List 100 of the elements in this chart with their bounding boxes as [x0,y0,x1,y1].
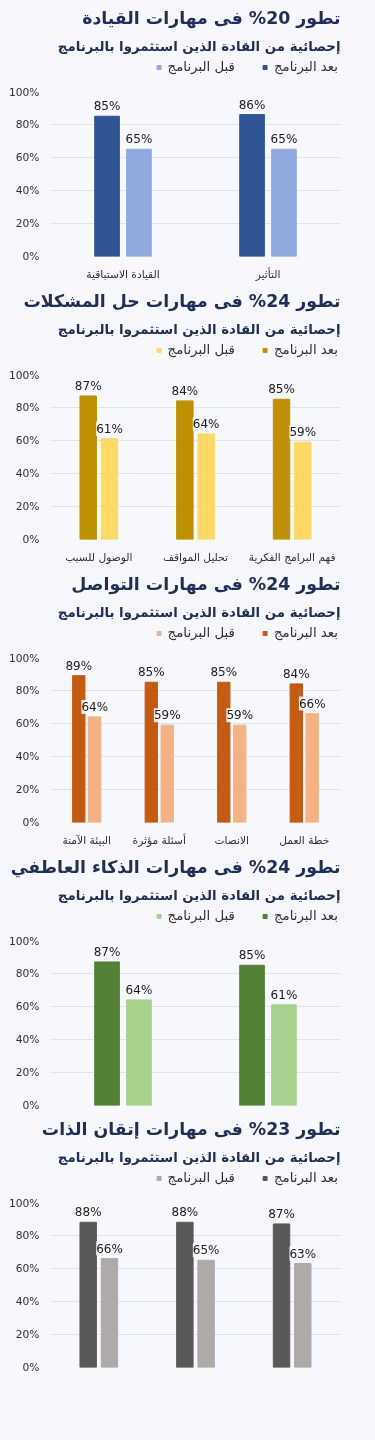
y-tick-label: 80% [15,401,40,414]
bar [79,395,97,540]
x-tick-label: الوصول للسبب [65,550,133,564]
data-label: 65% [270,132,298,147]
bar [305,713,319,823]
y-tick-label: 60% [15,151,40,164]
y-tick-label: 80% [15,118,40,131]
bar [233,724,247,823]
bar [294,1263,312,1368]
y-tick-label: 100% [9,1196,40,1210]
data-label: 88% [171,1205,199,1220]
legend-label: بعد البرنامج [273,908,338,923]
y-tick-label: 80% [15,684,40,697]
x-tick-label: التأثير [254,266,281,281]
data-label: 61% [96,421,123,436]
chart-subtitle: إحصائية من القادة الذين استثمروا بالبرنامج [57,1149,341,1165]
y-tick-label: 0% [22,816,40,829]
y-tick-label: 20% [15,500,40,513]
data-label: 85% [137,665,165,680]
data-label: 66% [96,1241,123,1256]
data-label: 66% [298,696,326,711]
y-tick-label: 100% [9,934,40,948]
data-label: 89% [65,658,93,673]
data-label: 59% [153,708,181,723]
x-tick-label: القيادة الاستباقية [86,267,160,281]
bar [160,724,174,823]
y-tick-label: 100% [9,85,40,99]
legend-label: قبل البرنامج [167,625,235,640]
bar [294,441,312,540]
bar [126,148,152,257]
y-tick-label: 80% [15,967,40,980]
y-tick-label: 0% [22,533,40,546]
data-label: 85% [93,99,121,114]
y-tick-label: 100% [9,651,40,665]
y-tick-label: 40% [15,1295,40,1308]
bar [176,400,194,540]
bar [79,1221,97,1368]
legend-label: قبل البرنامج [167,59,235,74]
y-tick-label: 0% [22,1360,40,1374]
y-tick-label: 60% [15,434,40,447]
bar [272,398,291,540]
bar [94,961,120,1106]
legend-label: قبل البرنامج [167,1170,235,1185]
data-label: 84% [171,383,199,398]
x-tick-label: البيئة الآمنة [62,833,112,847]
legend-label: قبل البرنامج [167,342,235,357]
data-label: 65% [125,132,153,147]
y-tick-label: 0% [22,1098,40,1112]
y-tick-label: 20% [15,1066,40,1079]
bar [176,1221,194,1368]
chart-subtitle: إحصائية من القادة الذين استثمروا بالبرنامج [57,887,341,903]
data-label: 85% [238,948,266,963]
bar [197,433,215,540]
data-label: 87% [268,1206,295,1221]
y-tick-label: 20% [15,217,40,230]
chart-title: تطور 23% فى مهارات إتقان الذات [41,1118,341,1140]
chart-title: تطور 24% فى مهارات الذكاء العاطفي [10,856,341,878]
data-label: 84% [282,666,310,681]
y-tick-label: 80% [15,1229,40,1242]
bar [239,114,265,257]
data-label: 64% [125,982,153,997]
legend-label: قبل البرنامج [167,908,235,923]
y-tick-label: 40% [15,184,40,197]
data-label: 65% [192,1243,220,1258]
y-tick-label: 60% [15,1000,40,1013]
y-tick-label: 0% [22,250,40,263]
bar [94,115,120,257]
bar [271,148,297,257]
data-label: 59% [226,708,254,723]
y-tick-label: 20% [15,783,40,796]
data-label: 87% [93,944,121,959]
data-label: 64% [192,416,220,431]
x-tick-label: الانصات [214,833,250,847]
chart-title: تطور 20% فى مهارات القيادة [82,7,341,29]
legend-label: بعد البرنامج [273,625,338,640]
x-tick-label: فهم البرامج الفكرية [248,550,336,564]
data-label: 85% [268,382,295,397]
y-tick-label: 60% [15,717,40,730]
bar [239,964,265,1106]
data-label: 64% [81,699,109,714]
data-label: 87% [74,378,102,393]
data-label: 86% [238,97,266,112]
y-tick-label: 60% [15,1262,40,1275]
y-tick-label: 40% [15,750,40,763]
data-label: 88% [74,1205,102,1220]
chart-subtitle: إحصائية من القادة الذين استثمروا بالبرنامج [57,38,341,54]
legend-label: بعد البرنامج [273,59,338,74]
chart-title: تطور 24% فى مهارات التواصل [71,573,341,595]
bar [100,1258,119,1368]
y-tick-label: 40% [15,1033,40,1046]
bar [271,1004,297,1106]
x-tick-label: أسئلة مؤثرة [132,832,186,847]
y-tick-label: 40% [15,467,40,480]
chart-subtitle: إحصائية من القادة الذين استثمروا بالبرنامج [57,604,341,620]
bar [100,438,119,540]
bar [197,1259,215,1368]
x-tick-label: خطة العمل [279,833,330,847]
data-label: 61% [270,987,298,1002]
data-label: 59% [289,425,317,440]
bar [126,999,152,1106]
